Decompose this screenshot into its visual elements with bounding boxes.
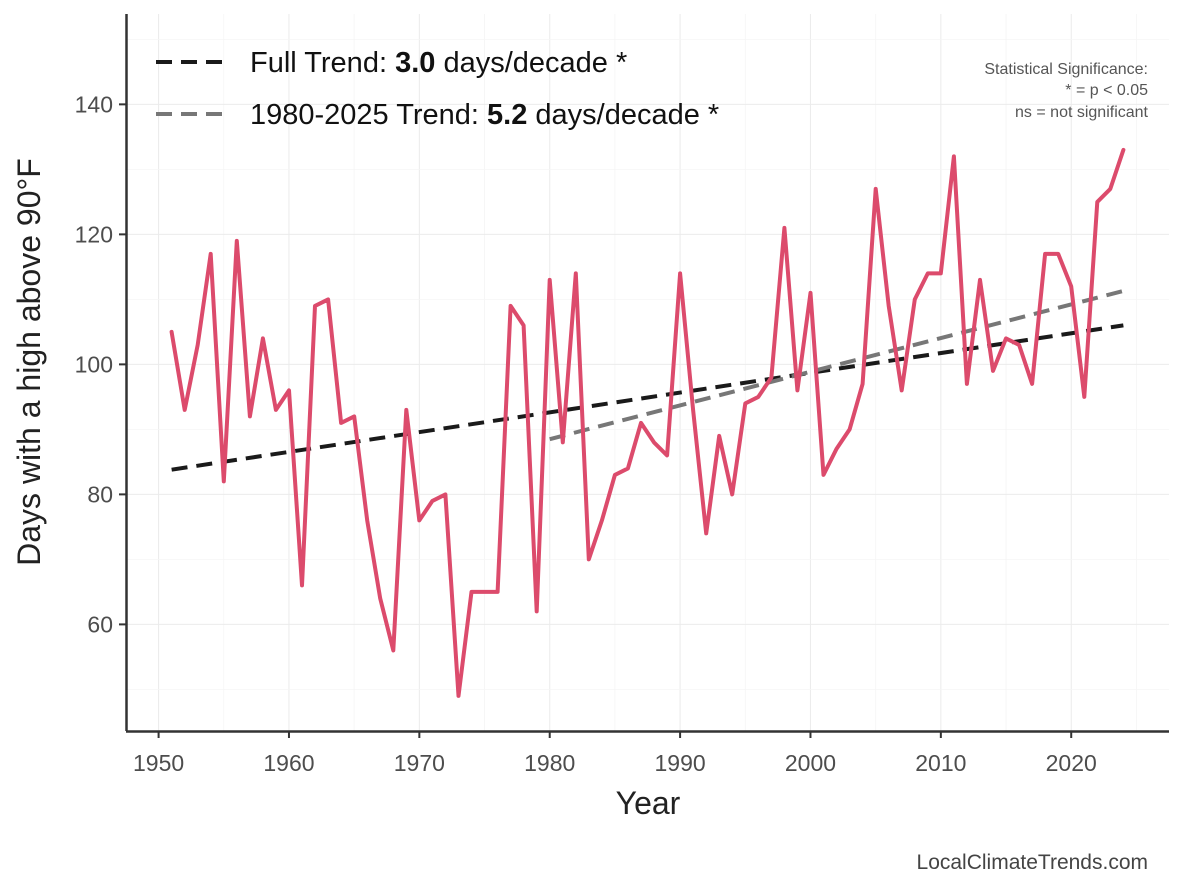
x-axis-title: Year <box>616 785 681 821</box>
x-ticks: 1950 1960 1970 1980 1990 2000 2010 2020 <box>133 731 1097 776</box>
x-tick-label: 1980 <box>524 750 575 776</box>
legend: Full Trend: 3.0 days/decade * 1980-2025 … <box>156 47 719 131</box>
y-tick-label: 120 <box>75 221 113 247</box>
credit: LocalClimateTrends.com <box>917 851 1148 874</box>
x-tick-label: 2000 <box>785 750 836 776</box>
significance-note-p-value: * = p < 0.05 <box>1065 82 1148 99</box>
legend-value-recent-trend: 5.2 <box>487 99 527 131</box>
series <box>169 147 1126 698</box>
y-tick-label: 100 <box>75 351 113 377</box>
legend-prefix-recent-trend: 1980-2025 Trend: <box>250 99 487 131</box>
series-line <box>169 147 1126 698</box>
y-axis-title: Days with a high above 90°F <box>11 158 47 566</box>
y-tick-label: 140 <box>75 91 113 117</box>
legend-label-full-trend: Full Trend: 3.0 days/decade * <box>250 47 627 79</box>
significance-note: Statistical Significance: * = p < 0.05 n… <box>984 61 1148 121</box>
y-tick-label: 80 <box>87 481 113 507</box>
x-tick-label: 2020 <box>1046 750 1097 776</box>
x-tick-label: 2010 <box>915 750 966 776</box>
legend-label-recent-trend: 1980-2025 Trend: 5.2 days/decade * <box>250 99 719 131</box>
x-tick-label: 1990 <box>655 750 706 776</box>
x-tick-label: 1950 <box>133 750 184 776</box>
legend-prefix-full-trend: Full Trend: <box>250 47 395 79</box>
x-tick-label: 1960 <box>263 750 314 776</box>
y-ticks: 60 80 100 120 140 <box>75 91 126 637</box>
y-tick-label: 60 <box>87 611 113 637</box>
significance-note-title: Statistical Significance: <box>984 61 1148 78</box>
significance-note-ns: ns = not significant <box>1015 104 1149 121</box>
legend-suffix-full-trend: days/decade * <box>435 47 627 79</box>
x-tick-label: 1970 <box>394 750 445 776</box>
legend-suffix-recent-trend: days/decade * <box>527 99 719 131</box>
legend-value-full-trend: 3.0 <box>395 47 435 79</box>
